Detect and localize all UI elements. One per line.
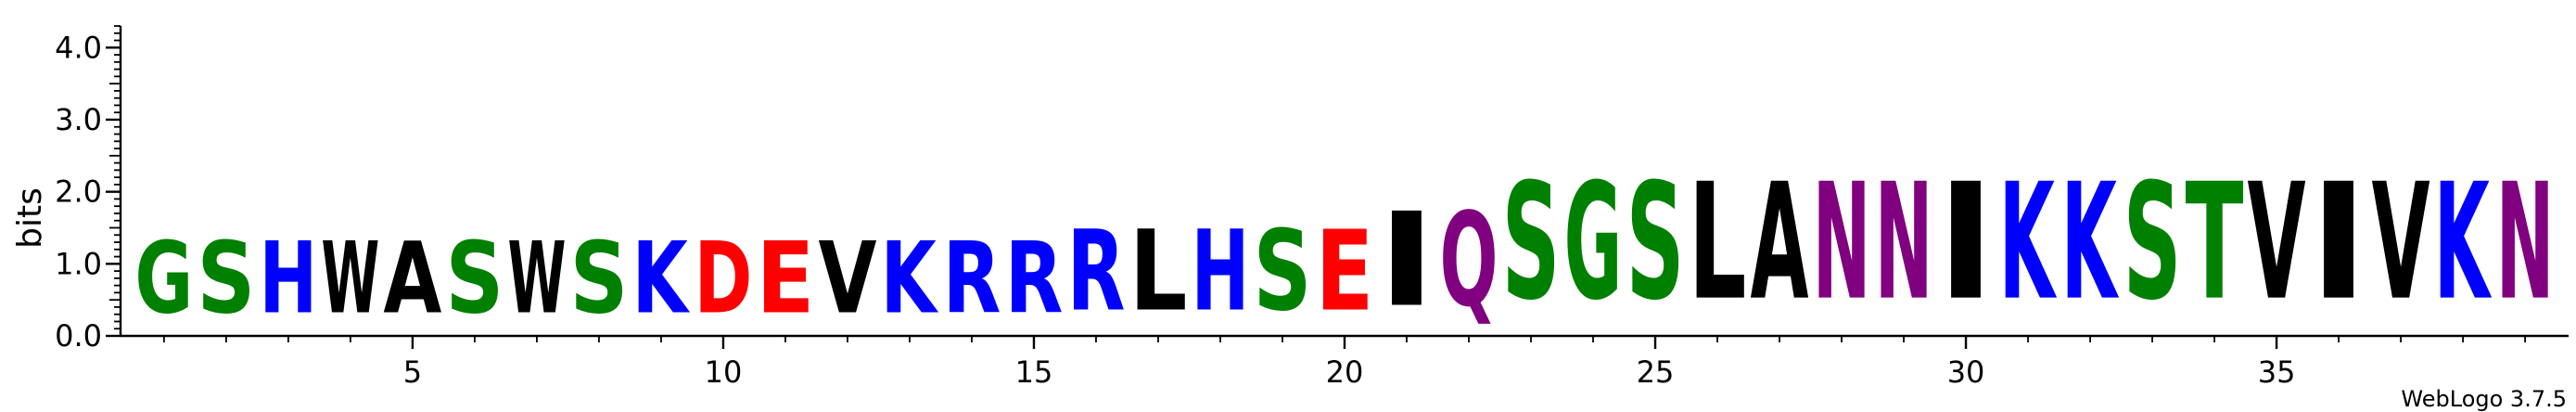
letter-glyph: N bbox=[1875, 149, 1933, 336]
y-tick-label: 1.0 bbox=[55, 246, 102, 281]
letter-glyph: S bbox=[1626, 150, 1685, 337]
letter-glyph: V bbox=[818, 222, 876, 336]
x-tick-label: 15 bbox=[1015, 354, 1053, 390]
letter-glyph: V bbox=[2248, 149, 2306, 336]
logo-letter-L: L bbox=[1129, 206, 1187, 335]
letter-glyph: I bbox=[1378, 185, 1436, 336]
letter-glyph: W bbox=[507, 222, 566, 336]
letter-glyph: E bbox=[1316, 208, 1374, 337]
logo-letter-L: L bbox=[1689, 149, 1747, 336]
logo-letter-K: K bbox=[631, 221, 690, 335]
x-tick-label: 10 bbox=[705, 354, 743, 390]
letter-glyph: I bbox=[1937, 149, 1996, 336]
logo-letter-N: N bbox=[2496, 149, 2555, 336]
letter-glyph: S bbox=[1254, 207, 1312, 336]
letter-glyph: I bbox=[2310, 149, 2368, 336]
y-tick-label: 2.0 bbox=[55, 174, 102, 210]
letter-glyph: S bbox=[2123, 150, 2182, 337]
letter-glyph: T bbox=[2186, 149, 2244, 336]
x-tick-label: 35 bbox=[2258, 354, 2296, 390]
logo-letter-W: W bbox=[321, 222, 379, 336]
logo-letter-Q: Q bbox=[1440, 186, 1498, 336]
letter-glyph: H bbox=[1191, 206, 1249, 336]
letter-glyph: H bbox=[259, 221, 317, 335]
x-tick-label: 30 bbox=[1947, 354, 1985, 390]
weblogo-version-label: WebLogo 3.7.5 bbox=[2401, 386, 2567, 412]
letter-glyph: R bbox=[942, 222, 1001, 336]
letter-glyph: G bbox=[134, 221, 193, 336]
logo-letter-A: A bbox=[1751, 149, 1809, 336]
x-tick-label: 25 bbox=[1637, 354, 1675, 390]
logo-letter-S: S bbox=[2123, 150, 2182, 337]
logo-letter-E: E bbox=[1316, 208, 1374, 337]
logo-letter-H: H bbox=[1191, 206, 1249, 336]
letter-glyph: S bbox=[197, 221, 255, 335]
logo-letter-I: I bbox=[1937, 149, 1996, 336]
y-axis-title: bits bbox=[11, 187, 49, 249]
logo-letter-G: G bbox=[134, 221, 193, 336]
logo-letter-N: N bbox=[1875, 149, 1933, 336]
letter-glyph: Q bbox=[1440, 186, 1498, 336]
letter-glyph: L bbox=[1689, 149, 1747, 336]
letter-glyph: S bbox=[1502, 150, 1561, 337]
logo-letter-R: R bbox=[942, 222, 1001, 336]
letter-glyph: K bbox=[631, 221, 690, 335]
letter-glyph: K bbox=[2061, 149, 2120, 336]
letter-glyph: S bbox=[445, 221, 504, 335]
logo-letter-S: S bbox=[1626, 150, 1685, 337]
letter-glyph: G bbox=[1564, 150, 1623, 336]
letter-glyph: E bbox=[756, 222, 814, 336]
logo-letter-K: K bbox=[1999, 149, 2058, 336]
y-axis: 0.0 1.0 2.0 3.0 4.0 bbox=[55, 25, 122, 354]
letter-glyph: R bbox=[1004, 222, 1063, 336]
letter-glyph: S bbox=[569, 221, 628, 335]
logo-letter-I: I bbox=[2310, 149, 2368, 336]
logo-letter-H: H bbox=[259, 221, 317, 335]
x-tick-label: 20 bbox=[1326, 354, 1364, 390]
letter-glyph: K bbox=[1999, 149, 2058, 336]
letter-glyph: A bbox=[1751, 149, 1809, 336]
logo-letter-S: S bbox=[197, 221, 255, 335]
x-axis: 5 10 15 20 25 30 35 bbox=[121, 334, 2569, 390]
logo-letter-R: R bbox=[1004, 222, 1063, 336]
letter-glyph: N bbox=[1813, 149, 1871, 336]
logo-letter-R: R bbox=[1066, 208, 1125, 337]
letter-glyph: A bbox=[383, 222, 441, 336]
logo-letter-K: K bbox=[880, 221, 938, 335]
logo-letter-K: K bbox=[2061, 149, 2120, 336]
logo-letter-G: G bbox=[1564, 150, 1623, 336]
logo-letter-T: T bbox=[2186, 149, 2244, 336]
logo-letter-V: V bbox=[2248, 149, 2306, 336]
letter-glyph: N bbox=[2496, 149, 2555, 336]
logo-letter-I: I bbox=[1378, 185, 1436, 336]
letter-glyph: L bbox=[1129, 206, 1187, 335]
logo-letter-S: S bbox=[569, 221, 628, 335]
y-tick-label: 3.0 bbox=[55, 102, 102, 137]
y-tick-label: 0.0 bbox=[55, 318, 102, 354]
logo-letter-S: S bbox=[1254, 207, 1312, 336]
y-tick-label: 4.0 bbox=[55, 30, 102, 65]
logo-letter-W: W bbox=[507, 222, 566, 336]
letter-glyph: D bbox=[694, 221, 752, 336]
logo-letter-D: D bbox=[694, 221, 752, 336]
logo-letter-S: S bbox=[1502, 150, 1561, 337]
logo-letter-V: V bbox=[818, 222, 876, 336]
letter-glyph: W bbox=[321, 222, 379, 336]
logo-letter-N: N bbox=[1813, 149, 1871, 336]
letter-glyph: V bbox=[2372, 149, 2430, 336]
letter-glyph: K bbox=[880, 221, 938, 335]
letter-glyph: K bbox=[2434, 149, 2493, 336]
logo-letter-V: V bbox=[2372, 149, 2430, 336]
letter-glyph: R bbox=[1066, 208, 1125, 337]
logo-letter-E: E bbox=[756, 222, 814, 336]
x-tick-label: 5 bbox=[403, 354, 422, 390]
logo-letter-S: S bbox=[445, 221, 504, 335]
logo-letter-A: A bbox=[383, 222, 441, 336]
logo-letter-K: K bbox=[2434, 149, 2493, 336]
